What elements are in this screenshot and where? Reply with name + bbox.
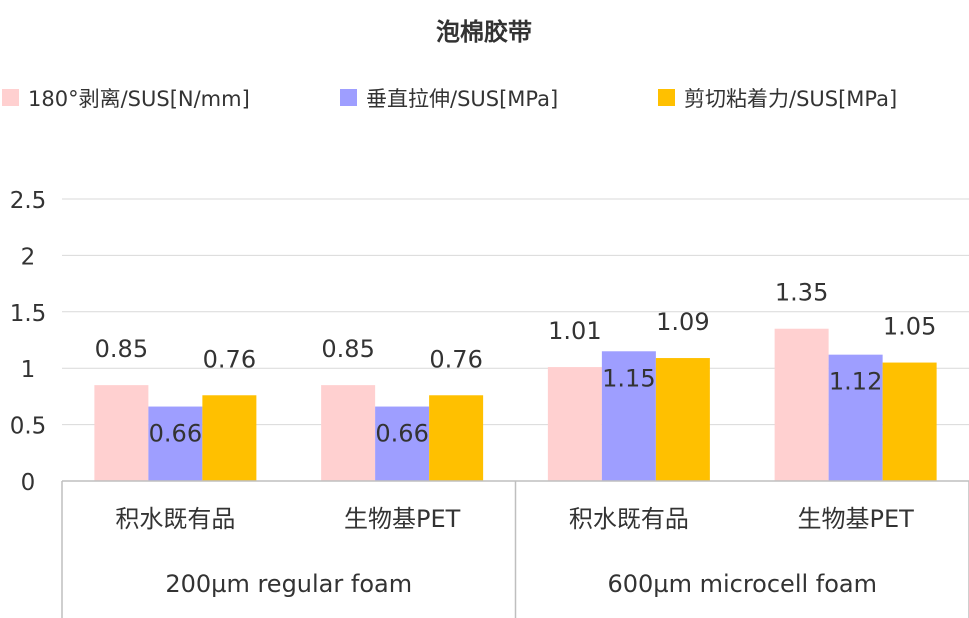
y-tick-label: 2.5 [10,188,47,214]
legend: 180°剥离/SUS[N/mm] 垂直拉伸/SUS[MPa] 剪切粘着力/SUS[M… [2,87,897,111]
x-tick-label: 积水既有品 [569,505,689,533]
legend-swatch [340,89,357,106]
bar [202,395,257,481]
y-tick-label: 0.5 [10,414,47,440]
legend-label: 剪切粘着力/SUS[MPa] [684,87,897,111]
legend-label: 180°剥离/SUS[N/mm] [28,87,250,111]
bar [94,385,149,481]
data-label: 1.12 [829,368,882,396]
x-group-label: 200µm regular foam [165,570,412,598]
bar [148,406,203,481]
data-label: 0.85 [95,335,148,363]
bar [321,385,376,481]
x-tick-label: 生物基PET [797,505,914,533]
data-label: 1.09 [656,308,709,336]
legend-label: 垂直拉伸/SUS[MPa] [366,87,558,111]
bar [429,395,484,481]
x-group-label: 600µm microcell foam [608,570,878,598]
data-label: 1.05 [883,313,936,341]
bar [882,362,937,481]
bar [828,354,883,481]
y-tick-label: 2 [21,244,36,270]
x-tick-label: 生物基PET [344,505,461,533]
legend-swatch [2,89,19,106]
y-tick-label: 1 [21,357,36,383]
data-label: 0.66 [375,420,428,448]
chart-title: 泡棉胶带 [436,18,532,46]
data-label: 0.76 [429,345,482,373]
data-label: 1.15 [602,364,655,392]
bar [655,358,710,481]
data-label: 0.76 [203,345,256,373]
data-label: 0.66 [149,420,202,448]
data-label: 1.01 [548,317,601,345]
y-axis: 0 0.5 1 1.5 2 2.5 [10,188,47,496]
bar [774,328,829,481]
bars [94,328,937,481]
legend-swatch [658,89,675,106]
x-axis: 积水既有品 生物基PET 积水既有品 生物基PET 200µm regular foam… [61,480,969,618]
data-labels: 0.85 0.85 1.01 1.35 0.66 0.66 1.15 1.12 0.76 0.76… [95,279,937,448]
bar [375,406,430,481]
y-tick-label: 0 [21,470,36,496]
bar [547,367,602,481]
x-tick-label: 积水既有品 [115,505,235,533]
data-label: 0.85 [321,335,374,363]
y-tick-label: 1.5 [10,301,47,327]
bar [601,351,656,481]
data-label: 1.35 [775,279,828,307]
